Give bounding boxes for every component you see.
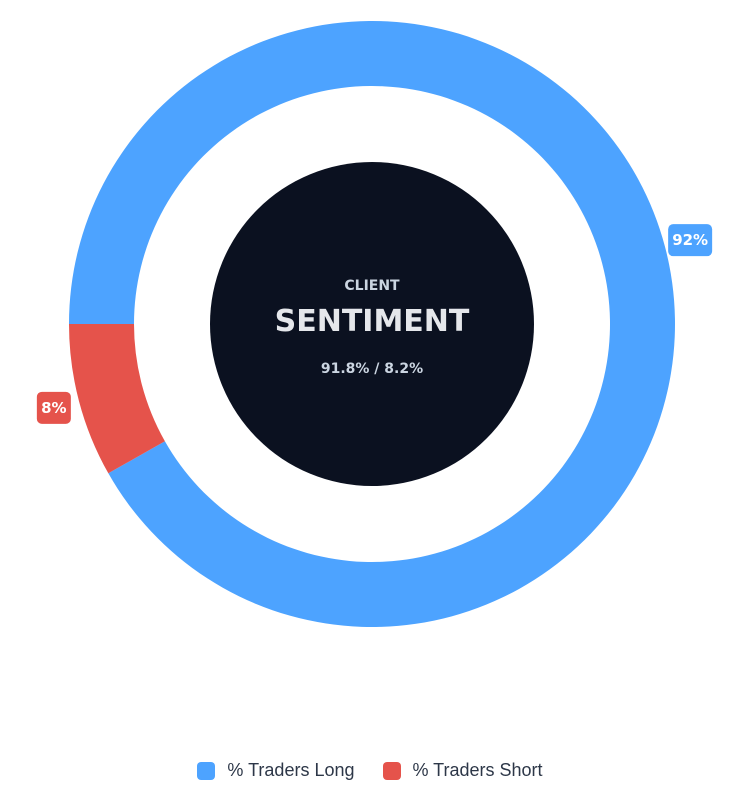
legend-item-long[interactable]: % Traders Long <box>197 760 355 781</box>
legend-label-long: % Traders Long <box>227 760 355 780</box>
data-label-text: 92% <box>672 231 708 249</box>
legend-item-short[interactable]: % Traders Short <box>382 760 543 781</box>
legend-label-short: % Traders Short <box>412 760 543 780</box>
data-label-short: 8% <box>36 391 71 424</box>
center-subtitle: CLIENT <box>344 278 400 294</box>
data-label-long: 92% <box>668 224 713 257</box>
legend-swatch-long <box>197 761 216 780</box>
slice-short[interactable] <box>69 324 165 474</box>
center-title: SENTIMENT <box>275 304 470 339</box>
legend-swatch-short <box>382 761 401 780</box>
data-label-badge <box>36 391 71 424</box>
legend: % Traders Long % Traders Short <box>0 760 740 781</box>
data-label-text: 8% <box>41 399 66 417</box>
center-disc <box>210 162 534 486</box>
doughnut-chart: CLIENT SENTIMENT 91.8% / 8.2% 92% 8% <box>36 20 713 628</box>
data-label-badge <box>668 224 713 257</box>
center-value-text: 91.8% / 8.2% <box>321 361 423 377</box>
